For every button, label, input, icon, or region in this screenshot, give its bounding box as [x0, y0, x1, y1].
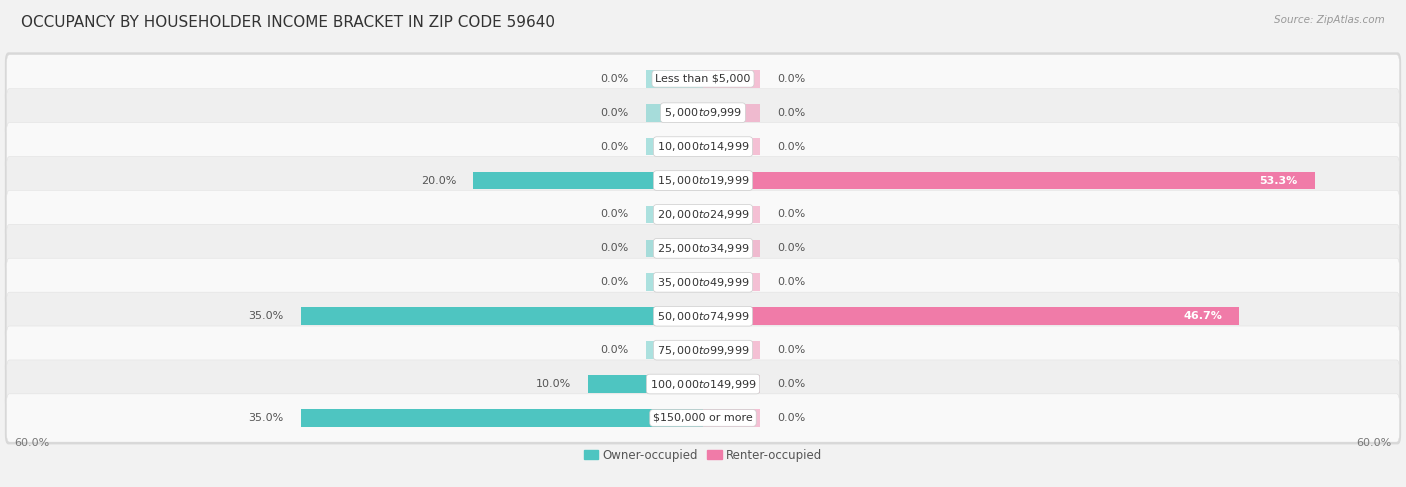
Text: 0.0%: 0.0%: [600, 244, 628, 253]
Text: 0.0%: 0.0%: [600, 209, 628, 220]
FancyBboxPatch shape: [7, 55, 1399, 103]
Bar: [703, 70, 761, 88]
Text: 60.0%: 60.0%: [1357, 438, 1392, 449]
Text: $10,000 to $14,999: $10,000 to $14,999: [657, 140, 749, 153]
Text: 0.0%: 0.0%: [600, 142, 628, 151]
Bar: [703, 341, 761, 359]
Bar: [703, 307, 1239, 325]
Text: 53.3%: 53.3%: [1260, 175, 1298, 186]
Text: $20,000 to $24,999: $20,000 to $24,999: [657, 208, 749, 221]
Text: 0.0%: 0.0%: [778, 209, 806, 220]
Bar: [703, 138, 761, 155]
Bar: [645, 70, 703, 88]
FancyBboxPatch shape: [7, 123, 1399, 171]
Bar: [645, 206, 703, 223]
Text: 20.0%: 20.0%: [420, 175, 456, 186]
FancyBboxPatch shape: [7, 292, 1399, 340]
Text: 0.0%: 0.0%: [778, 345, 806, 355]
FancyBboxPatch shape: [7, 394, 1399, 442]
Text: $150,000 or more: $150,000 or more: [654, 413, 752, 423]
Text: 0.0%: 0.0%: [778, 244, 806, 253]
Text: $75,000 to $99,999: $75,000 to $99,999: [657, 344, 749, 356]
Bar: [301, 307, 703, 325]
Legend: Owner-occupied, Renter-occupied: Owner-occupied, Renter-occupied: [579, 444, 827, 467]
Bar: [703, 240, 761, 257]
Text: 0.0%: 0.0%: [600, 345, 628, 355]
Text: 0.0%: 0.0%: [778, 379, 806, 389]
FancyBboxPatch shape: [7, 89, 1399, 137]
Text: 0.0%: 0.0%: [778, 413, 806, 423]
Bar: [645, 240, 703, 257]
Text: 35.0%: 35.0%: [249, 413, 284, 423]
Bar: [301, 409, 703, 427]
Bar: [703, 274, 761, 291]
Text: 0.0%: 0.0%: [600, 277, 628, 287]
FancyBboxPatch shape: [7, 156, 1399, 205]
Bar: [703, 104, 761, 122]
Text: 0.0%: 0.0%: [778, 74, 806, 84]
FancyBboxPatch shape: [7, 326, 1399, 374]
FancyBboxPatch shape: [4, 256, 1402, 309]
Text: 60.0%: 60.0%: [14, 438, 49, 449]
FancyBboxPatch shape: [7, 225, 1399, 272]
Bar: [703, 409, 761, 427]
Bar: [645, 274, 703, 291]
Bar: [588, 375, 703, 393]
FancyBboxPatch shape: [4, 188, 1402, 241]
FancyBboxPatch shape: [7, 360, 1399, 408]
FancyBboxPatch shape: [4, 392, 1402, 445]
Text: Source: ZipAtlas.com: Source: ZipAtlas.com: [1274, 15, 1385, 25]
FancyBboxPatch shape: [4, 290, 1402, 343]
Text: $25,000 to $34,999: $25,000 to $34,999: [657, 242, 749, 255]
Text: 0.0%: 0.0%: [600, 74, 628, 84]
Text: OCCUPANCY BY HOUSEHOLDER INCOME BRACKET IN ZIP CODE 59640: OCCUPANCY BY HOUSEHOLDER INCOME BRACKET …: [21, 15, 555, 30]
FancyBboxPatch shape: [7, 258, 1399, 306]
Text: 0.0%: 0.0%: [600, 108, 628, 118]
Text: Less than $5,000: Less than $5,000: [655, 74, 751, 84]
FancyBboxPatch shape: [4, 222, 1402, 275]
Bar: [703, 172, 1315, 189]
Text: $50,000 to $74,999: $50,000 to $74,999: [657, 310, 749, 323]
Text: $5,000 to $9,999: $5,000 to $9,999: [664, 106, 742, 119]
Bar: [645, 104, 703, 122]
FancyBboxPatch shape: [4, 357, 1402, 411]
Text: $100,000 to $149,999: $100,000 to $149,999: [650, 377, 756, 391]
Text: 0.0%: 0.0%: [778, 277, 806, 287]
Text: 0.0%: 0.0%: [778, 108, 806, 118]
Text: $15,000 to $19,999: $15,000 to $19,999: [657, 174, 749, 187]
FancyBboxPatch shape: [4, 154, 1402, 207]
FancyBboxPatch shape: [4, 120, 1402, 173]
Text: $35,000 to $49,999: $35,000 to $49,999: [657, 276, 749, 289]
FancyBboxPatch shape: [4, 52, 1402, 105]
FancyBboxPatch shape: [4, 324, 1402, 376]
FancyBboxPatch shape: [4, 86, 1402, 139]
Text: 0.0%: 0.0%: [778, 142, 806, 151]
Bar: [645, 138, 703, 155]
Bar: [703, 206, 761, 223]
Bar: [703, 375, 761, 393]
FancyBboxPatch shape: [7, 190, 1399, 239]
Text: 46.7%: 46.7%: [1182, 311, 1222, 321]
Bar: [474, 172, 703, 189]
Text: 10.0%: 10.0%: [536, 379, 571, 389]
Bar: [645, 341, 703, 359]
Text: 35.0%: 35.0%: [249, 311, 284, 321]
